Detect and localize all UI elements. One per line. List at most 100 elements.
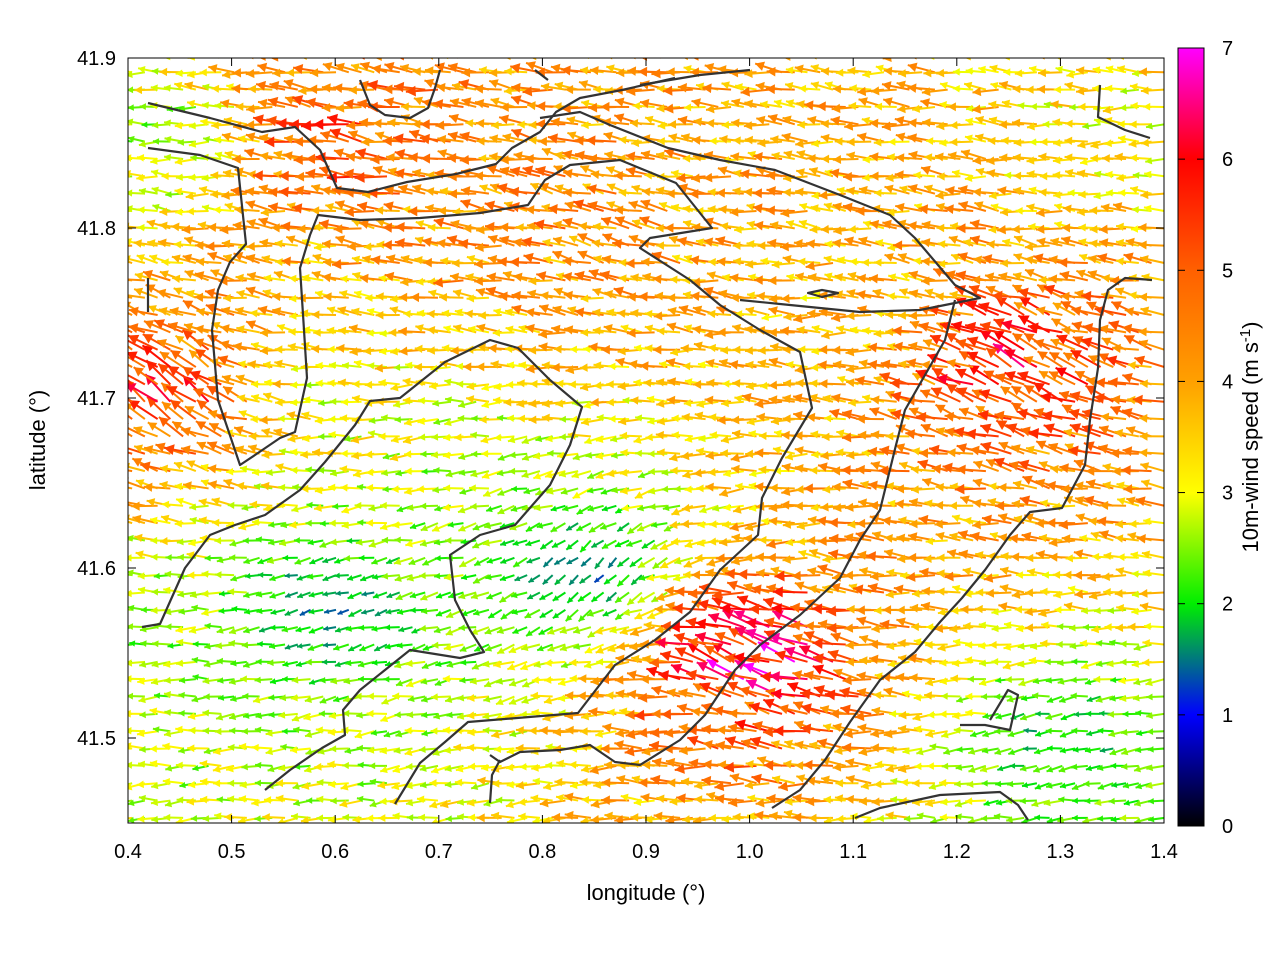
wind-arrow-head xyxy=(468,814,475,822)
wind-arrow-head xyxy=(1123,711,1129,717)
wind-arrow-head xyxy=(569,761,576,769)
wind-arrow-head xyxy=(1093,676,1100,683)
wind-arrow-head xyxy=(229,727,235,734)
wind-arrow-head xyxy=(939,659,946,667)
wind-arrow-head xyxy=(150,537,157,544)
wind-arrow-head xyxy=(455,779,462,787)
wind-arrow-head xyxy=(1073,571,1082,580)
wind-arrow-head xyxy=(570,346,577,354)
wind-arrow-head xyxy=(580,363,588,371)
wind-arrow-head xyxy=(201,590,208,597)
wind-arrow-head xyxy=(620,469,628,477)
wind-arrow-head xyxy=(677,704,687,714)
wind-arrow-head xyxy=(701,724,711,734)
wind-arrow-head xyxy=(1137,534,1146,543)
wind-arrow-head xyxy=(459,624,465,631)
wind-arrow-head xyxy=(957,443,967,453)
wind-arrow-head xyxy=(781,431,790,440)
wind-arrow-head xyxy=(845,795,854,804)
wind-arrow-head xyxy=(783,760,791,769)
wind-arrow-head xyxy=(947,549,956,558)
wind-arrow-head xyxy=(119,478,129,487)
wind-arrow-head xyxy=(1047,745,1053,751)
wind-arrow-head xyxy=(164,814,171,821)
wind-arrow-head xyxy=(937,569,945,577)
wind-arrow-head xyxy=(1121,763,1127,770)
wind-arrow-head xyxy=(824,414,831,422)
wind-arrow-head xyxy=(796,379,804,388)
wind-arrow-head xyxy=(895,499,904,508)
wind-arrow-head xyxy=(381,573,388,580)
wind-arrow-head xyxy=(1135,710,1141,716)
wind-arrow-head xyxy=(601,345,610,355)
wind-arrow-head xyxy=(316,380,323,388)
wind-arrow-head xyxy=(773,725,783,736)
wind-arrow-head xyxy=(868,447,878,457)
wind-arrow-head xyxy=(652,709,661,719)
wind-arrow-head xyxy=(924,657,932,665)
wind-arrow-head xyxy=(241,763,248,770)
wind-arrow-head xyxy=(909,311,917,320)
wind-arrow-head xyxy=(998,483,1007,492)
wind-arrow-head xyxy=(290,467,297,474)
wind-arrow-head xyxy=(316,796,323,803)
wind-arrow-head xyxy=(431,451,438,458)
wind-arrow-head xyxy=(811,347,819,355)
wind-arrow-head xyxy=(696,484,703,492)
wind-arrow-head xyxy=(649,503,656,510)
wind-arrow-head xyxy=(344,555,350,562)
wind-arrow-head xyxy=(187,798,195,806)
wind-arrow-head xyxy=(214,537,221,544)
wind-arrow-head xyxy=(780,326,789,335)
wind-arrow-head xyxy=(952,659,959,667)
wind-arrow-head xyxy=(292,484,299,491)
wind-arrow-head xyxy=(341,450,348,458)
wind-arrow-head xyxy=(278,415,285,422)
wind-arrow-head xyxy=(359,555,365,561)
wind-arrow-head xyxy=(179,677,185,684)
wind-arrow-head xyxy=(292,677,299,684)
wind-arrow-head xyxy=(279,694,286,701)
wind-arrow-head xyxy=(927,762,934,770)
wind-arrow-head xyxy=(708,468,716,476)
wind-arrow-head xyxy=(200,796,207,804)
wind-arrow-head xyxy=(202,570,209,577)
wind-arrow-head xyxy=(378,432,385,440)
wind-arrow-head xyxy=(366,468,373,476)
wind-arrow-head xyxy=(871,430,880,439)
wind-arrow-head xyxy=(709,537,717,545)
wind-arrow-head xyxy=(114,534,121,541)
wind-arrow-head xyxy=(427,346,435,354)
wind-arrow-head xyxy=(205,555,211,562)
wind-arrow-head xyxy=(442,310,450,318)
wind-arrow-head xyxy=(178,692,184,699)
wind-arrow-head xyxy=(899,711,907,719)
wind-arrow-head xyxy=(982,780,988,787)
wind-arrow-shaft xyxy=(114,801,132,803)
wind-arrow-head xyxy=(749,604,759,615)
wind-arrow-head xyxy=(369,762,375,769)
wind-arrow-head xyxy=(467,694,475,702)
wind-arrow-head xyxy=(530,380,538,388)
wind-arrow-head xyxy=(419,572,426,579)
wind-arrow-head xyxy=(924,691,932,699)
wind-arrow-head xyxy=(1057,623,1063,630)
wind-arrow-head xyxy=(481,450,488,458)
wind-arrow-head xyxy=(745,346,753,355)
wind-arrow-head xyxy=(431,727,438,734)
wind-arrow-head xyxy=(410,607,416,613)
wind-arrow-head xyxy=(434,573,440,579)
wind-arrow-head xyxy=(275,345,283,353)
wind-arrow-head xyxy=(477,813,485,822)
wind-arrow-head xyxy=(812,638,822,649)
wind-arrow-head xyxy=(911,485,919,494)
wind-arrow-head xyxy=(427,310,435,318)
wind-arrow-head xyxy=(810,466,818,474)
wind-arrow-head xyxy=(1001,552,1009,560)
wind-arrow-head xyxy=(810,379,818,387)
wind-arrow-head xyxy=(203,693,209,700)
wind-arrow-head xyxy=(394,711,400,718)
wind-arrow-head xyxy=(681,520,689,529)
wind-arrow-head xyxy=(380,798,387,805)
wind-arrow-head xyxy=(874,780,882,788)
